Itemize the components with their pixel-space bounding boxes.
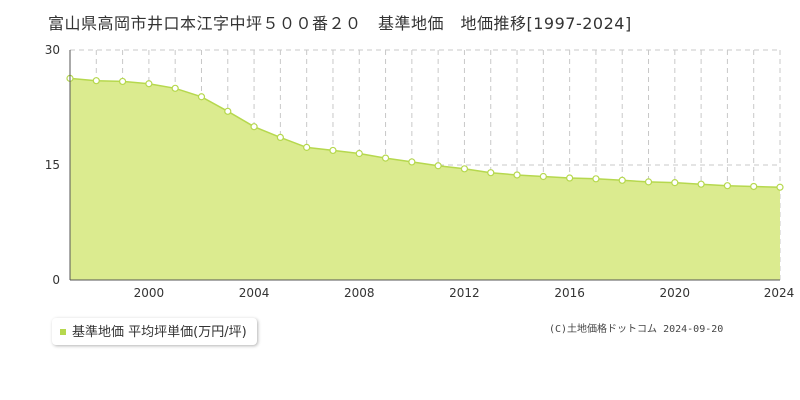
- data-point-2002: [197, 93, 206, 101]
- x-tick-label: 2020: [660, 286, 691, 300]
- data-point-2013: [487, 169, 495, 177]
- y-tick-label: 0: [52, 273, 60, 287]
- y-tick-label: 15: [45, 158, 60, 172]
- tick-labels: 0 15 30 2000 2004 2008 2012 2016 2020 2024: [45, 43, 795, 300]
- data-point-2015: [539, 172, 547, 181]
- area-fill: [70, 78, 780, 281]
- chart-title: 富山県高岡市井口本江字中坪５００番２０ 基準地価 地価推移[1997-2024]: [48, 14, 632, 33]
- data-point-2001: [171, 84, 179, 92]
- axes: [69, 50, 780, 281]
- data-point-1999: [118, 77, 127, 86]
- copyright-text: (C)土地価格ドットコム 2024-09-20: [549, 324, 724, 335]
- series-line: [69, 77, 781, 188]
- data-point-2005: [276, 133, 284, 141]
- data-point-2023: [750, 182, 758, 191]
- data-point-2008: [355, 149, 363, 158]
- data-points: [66, 74, 784, 191]
- x-tick-label: 2008: [344, 286, 375, 300]
- x-tick-label: 2012: [449, 286, 480, 300]
- data-point-2010: [408, 158, 416, 166]
- data-point-2021: [697, 180, 705, 188]
- data-point-2006: [303, 143, 311, 151]
- data-point-2000: [145, 80, 153, 88]
- data-point-2019: [644, 178, 653, 186]
- legend: 基準地価 平均坪単価(万円/坪): [52, 318, 257, 345]
- x-tick-label: 2004: [239, 286, 270, 300]
- legend-label: 基準地価 平均坪単価(万円/坪): [72, 325, 247, 340]
- data-point-2009: [381, 154, 390, 162]
- x-tick-label: 2016: [554, 286, 585, 300]
- data-point-2014: [513, 171, 521, 179]
- data-point-2022: [723, 182, 732, 190]
- data-point-2011: [434, 162, 442, 170]
- data-point-2024: [776, 183, 784, 191]
- data-point-2017: [592, 175, 600, 183]
- y-tick-label: 30: [45, 43, 60, 57]
- legend-swatch: [60, 328, 66, 335]
- data-point-2004: [250, 123, 258, 131]
- x-tick-label: 2000: [134, 286, 165, 300]
- data-point-2018: [618, 176, 626, 184]
- x-tick-label: 2024: [764, 286, 795, 300]
- data-point-2020: [671, 179, 679, 187]
- data-point-2012: [460, 165, 469, 173]
- data-point-2003: [224, 107, 232, 115]
- data-point-2007: [329, 146, 337, 155]
- data-point-2016: [566, 174, 574, 182]
- data-point-1998: [92, 77, 100, 85]
